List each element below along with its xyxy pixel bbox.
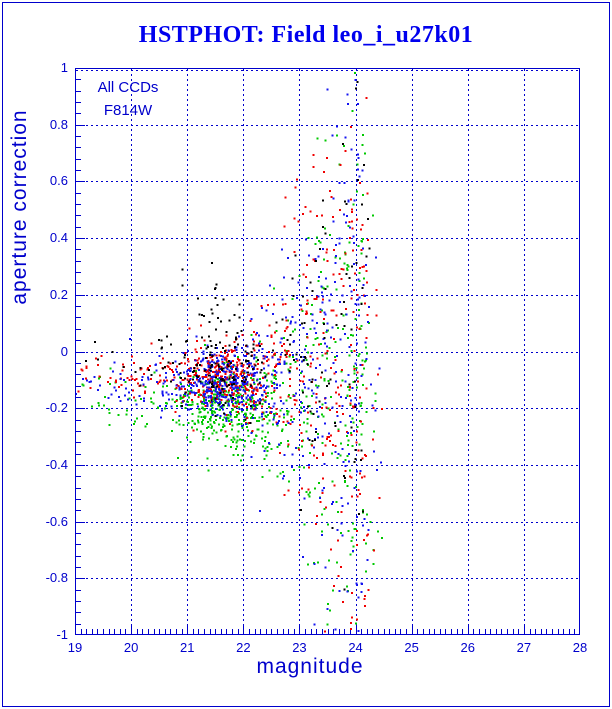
y-tick-label: 0.4 xyxy=(49,230,68,246)
y-tick-label: -0.8 xyxy=(45,570,68,586)
x-tick-label: 27 xyxy=(516,640,532,655)
x-tick-label: 20 xyxy=(123,640,139,655)
annotation-ccds: All CCDs xyxy=(97,79,159,96)
scatter-canvas xyxy=(75,68,580,635)
x-tick-label: 22 xyxy=(236,640,251,655)
x-tick-label: 19 xyxy=(67,640,83,655)
y-tick-label: -1 xyxy=(56,627,68,642)
x-tick-label: 23 xyxy=(292,640,307,655)
x-tick-label: 28 xyxy=(572,640,588,655)
x-tick-label: 26 xyxy=(460,640,475,655)
y-tick-label: 0 xyxy=(60,343,68,359)
x-axis-label: magnitude xyxy=(256,655,364,678)
x-tick-label: 21 xyxy=(179,640,195,655)
y-tick-label: 0.2 xyxy=(49,286,68,302)
y-tick-label: 0.6 xyxy=(49,173,68,189)
annotation-filter: F814W xyxy=(103,102,153,119)
y-tick-label: -0.4 xyxy=(45,456,68,472)
y-tick-label: -0.6 xyxy=(45,513,68,529)
chart-title: HSTPHOT: Field leo_i_u27k01 xyxy=(138,22,474,48)
y-tick-label: -0.2 xyxy=(45,400,68,416)
y-axis-label: aperture correction xyxy=(8,109,31,305)
y-tick-label: 0.8 xyxy=(49,116,68,132)
annotation-box: All CCDs F814W xyxy=(86,76,170,122)
plot-area xyxy=(75,68,580,635)
y-tick-label: 1 xyxy=(60,60,68,75)
x-tick-label: 24 xyxy=(348,640,363,655)
x-tick-label: 25 xyxy=(404,640,419,655)
